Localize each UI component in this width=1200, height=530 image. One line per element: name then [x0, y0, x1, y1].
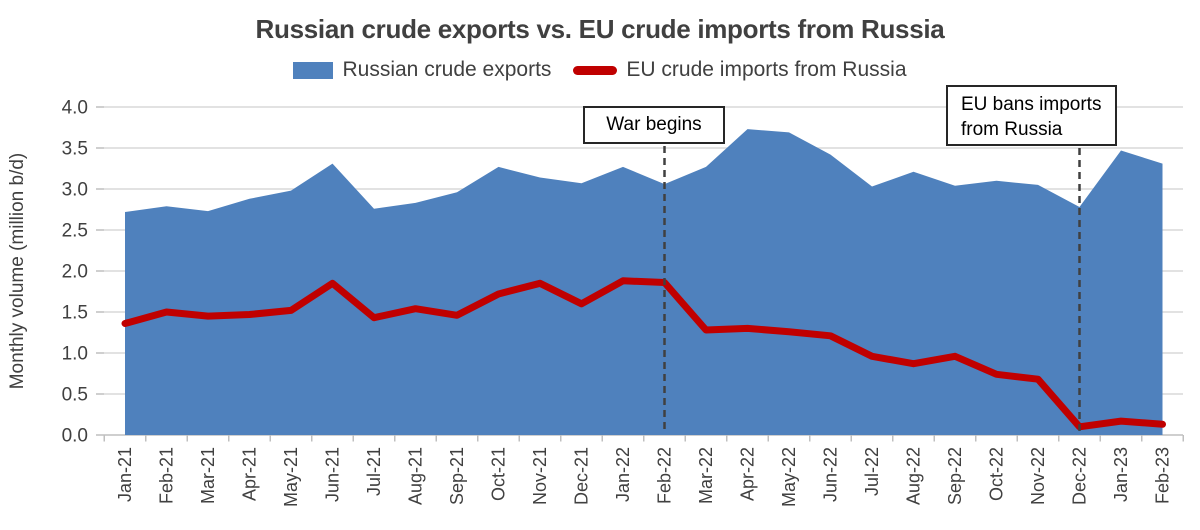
- x-axis-label: Mar-21: [198, 447, 218, 504]
- y-axis-label: 1.5: [62, 303, 88, 324]
- legend: Russian crude exports EU crude imports f…: [0, 58, 1200, 82]
- x-axis-label: Apr-22: [737, 447, 757, 501]
- line-series-imports: [121, 277, 1166, 431]
- x-axis-label: Nov-22: [1028, 447, 1048, 505]
- x-axis-label: Jul-21: [364, 447, 384, 496]
- legend-item-imports: EU crude imports from Russia: [573, 58, 907, 82]
- y-axis-label: 4.0: [62, 98, 88, 119]
- x-axis-label: Jun-21: [322, 447, 342, 502]
- x-axis-label: Aug-21: [405, 447, 425, 505]
- y-axis-label: 2.0: [62, 262, 88, 283]
- annotation-war-begins: War begins: [583, 106, 725, 144]
- x-axis-label: Jan-23: [1111, 447, 1131, 502]
- chart-title: Russian crude exports vs. EU crude impor…: [255, 14, 945, 44]
- area-swatch-icon: [293, 61, 334, 79]
- annotation-eu-ban: EU bans imports from Russia: [946, 85, 1117, 146]
- x-axis-label: Feb-22: [654, 447, 674, 504]
- x-axis-label: Oct-21: [488, 447, 508, 501]
- x-axis-label: Jan-22: [613, 447, 633, 502]
- legend-label-exports: Russian crude exports: [342, 58, 552, 81]
- x-axis-label: Oct-22: [986, 447, 1006, 501]
- x-axis-label: May-21: [281, 447, 301, 507]
- x-axis-label: Feb-23: [1152, 447, 1172, 504]
- x-axis-label: Jun-22: [820, 447, 840, 502]
- x-axis-label: May-22: [779, 447, 799, 507]
- y-axis-label: 0.0: [62, 426, 88, 447]
- x-axis-label: Dec-22: [1069, 447, 1089, 505]
- x-axis-label: Nov-21: [530, 447, 550, 505]
- y-axis-label: 3.0: [62, 180, 88, 201]
- y-axis-label: 1.0: [62, 344, 88, 365]
- y-axis-label: 2.5: [62, 221, 88, 242]
- x-axis-label: Feb-21: [156, 447, 176, 504]
- line-swatch-icon: [573, 65, 618, 75]
- y-axis-label: 0.5: [62, 385, 88, 406]
- legend-item-exports: Russian crude exports: [293, 58, 551, 82]
- x-axis-label: Mar-22: [696, 447, 716, 504]
- legend-label-imports: EU crude imports from Russia: [626, 58, 907, 81]
- x-axis-label: Sep-22: [945, 447, 965, 505]
- y-axis-label: 3.5: [62, 139, 88, 160]
- y-axis-title: Monthly volume (million b/d): [7, 153, 28, 390]
- x-axis-label: Sep-21: [447, 447, 467, 505]
- x-axis-label: Apr-21: [239, 447, 259, 501]
- x-axis-label: Jan-21: [115, 447, 135, 502]
- x-axis-label: Jul-22: [862, 447, 882, 496]
- x-axis-label: Aug-22: [903, 447, 923, 505]
- x-axis-label: Dec-21: [571, 447, 591, 505]
